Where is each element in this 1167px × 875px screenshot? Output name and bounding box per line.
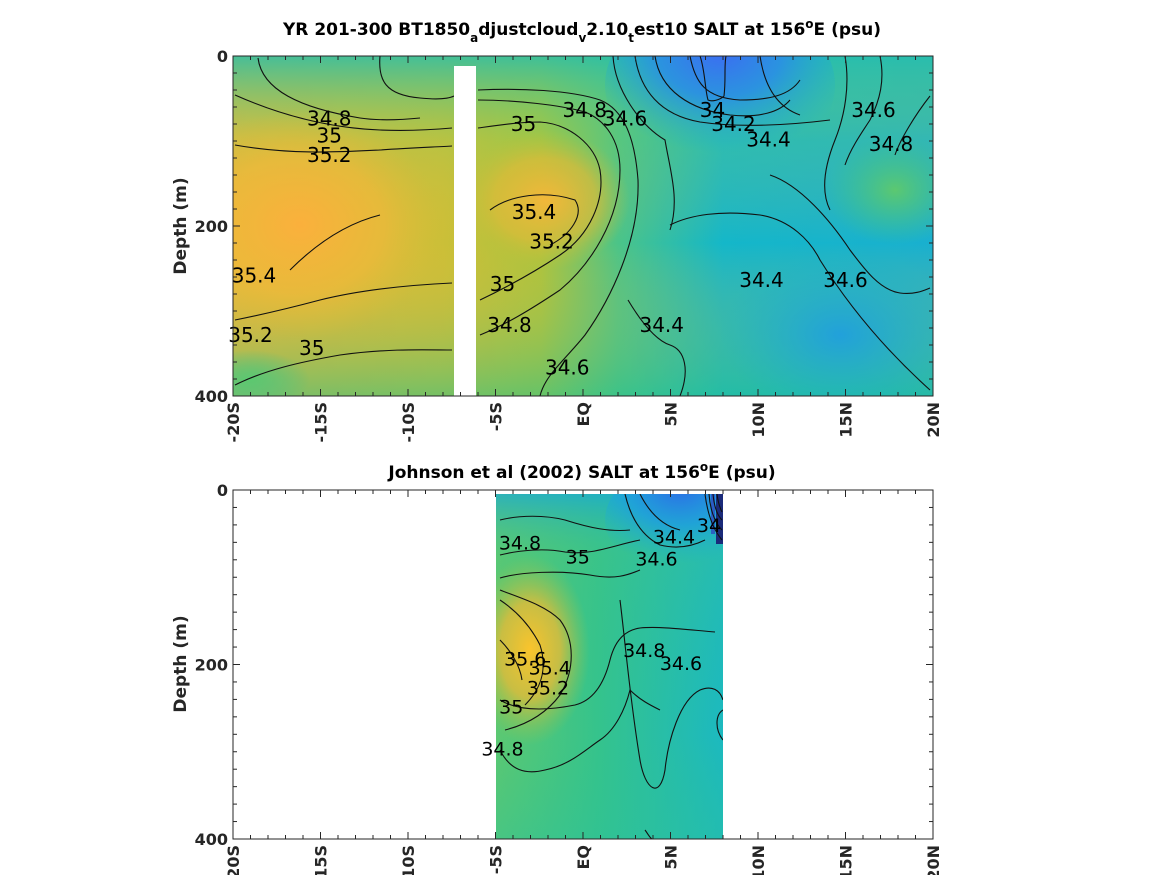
model-contour-label: 34.8 xyxy=(487,313,532,337)
model-x-tick-label: -15S xyxy=(312,402,331,442)
observation-contour-label: 34.4 xyxy=(653,526,695,548)
model-contour-label: 35.4 xyxy=(232,264,277,288)
observation-x-tick-label: -15S xyxy=(312,845,331,875)
observation-x-tick-label: -10S xyxy=(399,845,418,875)
model-y-ticks: 0 200 400 xyxy=(195,47,933,406)
observation-contour-label: 35.6 xyxy=(504,649,546,671)
observation-contour-label: 35.4 xyxy=(529,657,571,679)
observation-contour-label: 35 xyxy=(566,547,590,569)
model-y-tick-label: 400 xyxy=(195,387,228,406)
model-contours xyxy=(234,56,931,396)
model-contour-label: 34.2 xyxy=(711,112,756,136)
observation-contour-label: 34.8 xyxy=(499,533,541,555)
model-x-tick-label: -5S xyxy=(487,402,506,431)
model-title: YR 201-300 BT1850adjustcloudv2.10test10 … xyxy=(282,17,881,45)
observation-panel: Johnson et al (2002) SALT at 156oE (psu) xyxy=(171,460,943,875)
observation-x-tick-label: EQ xyxy=(574,845,593,870)
model-salinity-field xyxy=(233,56,933,396)
model-x-tick-label: 20N xyxy=(924,402,943,438)
observation-title: Johnson et al (2002) SALT at 156oE (psu) xyxy=(387,460,775,483)
model-contour-label: 34.8 xyxy=(307,106,352,130)
observation-x-tick-label: 10N xyxy=(749,845,768,875)
observation-contours xyxy=(499,494,723,839)
model-contour-label: 35.2 xyxy=(307,143,352,167)
model-missing-strip xyxy=(454,66,476,396)
model-panel: YR 201-300 BT1850adjustcloudv2.10test10 … xyxy=(171,17,943,442)
observation-salinity-field xyxy=(496,494,723,839)
observation-y-tick-label: 200 xyxy=(195,656,228,675)
observation-contour-label: 35.2 xyxy=(527,677,569,699)
model-contour-label: 34.8 xyxy=(869,132,914,156)
observation-x-tick-label: -5S xyxy=(487,845,506,874)
observation-y-tick-label: 0 xyxy=(217,481,228,500)
observation-x-tick-label: 5N xyxy=(662,845,681,870)
model-x-tick-label: 10N xyxy=(749,402,768,438)
observation-x-tick-label: 15N xyxy=(837,845,856,875)
model-contour-label: 35 xyxy=(299,336,324,360)
model-y-tick-label: 0 xyxy=(217,47,228,66)
model-contour-label: 35.4 xyxy=(512,200,557,224)
model-x-tick-label: 5N xyxy=(662,402,681,427)
model-x-tick-label: -20S xyxy=(224,402,243,442)
model-contour-label: 34 xyxy=(700,98,725,122)
observation-contour-label: 35 xyxy=(499,697,523,719)
observation-y-ticks: 0 200 400 xyxy=(195,481,933,849)
model-y-axis-label: Depth (m) xyxy=(171,177,191,274)
observation-contour-label: 34.8 xyxy=(481,739,523,761)
observation-contour-labels: 34.83534.43434.635.635.435.23534.834.634… xyxy=(481,515,721,760)
model-contour-label: 34.4 xyxy=(739,268,784,292)
model-contour-label: 34.6 xyxy=(823,268,868,292)
model-contour-label: 35 xyxy=(317,123,342,147)
model-contour-label: 34.4 xyxy=(746,128,791,152)
model-contour-label: 34.8 xyxy=(562,98,607,122)
model-x-tick-label: EQ xyxy=(574,402,593,427)
model-x-ticks: -20S -15S -10S -5S EQ 5N 10N 15N 20N xyxy=(224,56,943,442)
model-contour-label: 34.6 xyxy=(851,98,896,122)
model-contour-label: 35 xyxy=(511,112,536,136)
model-contour-label: 35.2 xyxy=(228,323,273,347)
observation-x-tick-label: 20N xyxy=(924,845,943,875)
observation-x-tick-label: -20S xyxy=(224,845,243,875)
model-x-tick-label: -10S xyxy=(399,402,418,442)
observation-fresh-core-contours xyxy=(704,494,723,541)
model-contour-label: 34.4 xyxy=(639,313,684,337)
observation-y-tick-label: 400 xyxy=(195,830,228,849)
model-contour-label: 35.2 xyxy=(529,230,574,254)
observation-contour-label: 34.6 xyxy=(635,548,677,570)
observation-contour-label: 34.6 xyxy=(660,653,702,675)
model-contour-label: 34.6 xyxy=(545,355,590,379)
model-contour-label: 35 xyxy=(490,272,515,296)
observation-y-axis-label: Depth (m) xyxy=(171,615,191,712)
model-x-tick-label: 15N xyxy=(837,402,856,438)
observation-contour-label: 34.8 xyxy=(623,640,665,662)
observation-x-ticks: -20S -15S -10S -5S EQ 5N 10N 15N 20N xyxy=(224,490,943,875)
model-y-tick-label: 200 xyxy=(195,217,228,236)
model-contour-label: 34.6 xyxy=(603,106,648,130)
observation-contour-label: 34 xyxy=(697,515,721,537)
